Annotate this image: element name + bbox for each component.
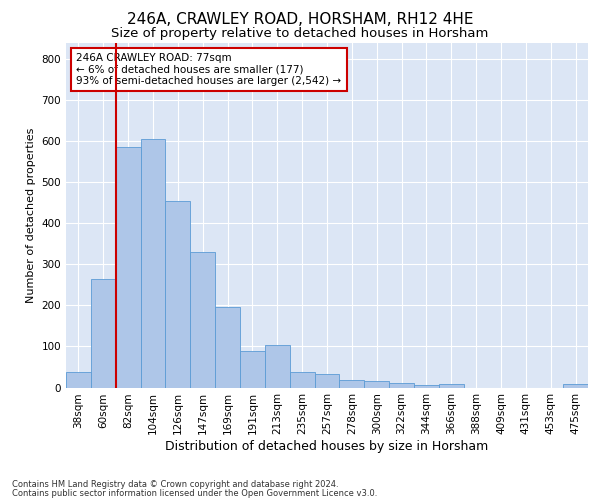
- Bar: [314, 374, 340, 388]
- Bar: [91, 278, 116, 388]
- Bar: [240, 350, 265, 388]
- Text: 246A CRAWLEY ROAD: 77sqm
← 6% of detached houses are smaller (177)
93% of semi-d: 246A CRAWLEY ROAD: 77sqm ← 6% of detache…: [76, 53, 341, 86]
- Bar: [439, 384, 464, 388]
- X-axis label: Distribution of detached houses by size in Horsham: Distribution of detached houses by size …: [166, 440, 488, 453]
- Text: Contains HM Land Registry data © Crown copyright and database right 2024.: Contains HM Land Registry data © Crown c…: [12, 480, 338, 489]
- Text: Size of property relative to detached houses in Horsham: Size of property relative to detached ho…: [112, 28, 488, 40]
- Bar: [116, 147, 140, 388]
- Bar: [166, 200, 190, 388]
- Bar: [140, 139, 166, 388]
- Bar: [215, 308, 240, 388]
- Bar: [66, 372, 91, 388]
- Bar: [364, 380, 389, 388]
- Text: Contains public sector information licensed under the Open Government Licence v3: Contains public sector information licen…: [12, 489, 377, 498]
- Bar: [290, 372, 314, 388]
- Bar: [389, 382, 414, 388]
- Bar: [190, 252, 215, 388]
- Bar: [265, 345, 290, 388]
- Bar: [563, 384, 588, 388]
- Y-axis label: Number of detached properties: Number of detached properties: [26, 128, 36, 302]
- Bar: [340, 380, 364, 388]
- Bar: [414, 385, 439, 388]
- Text: 246A, CRAWLEY ROAD, HORSHAM, RH12 4HE: 246A, CRAWLEY ROAD, HORSHAM, RH12 4HE: [127, 12, 473, 28]
